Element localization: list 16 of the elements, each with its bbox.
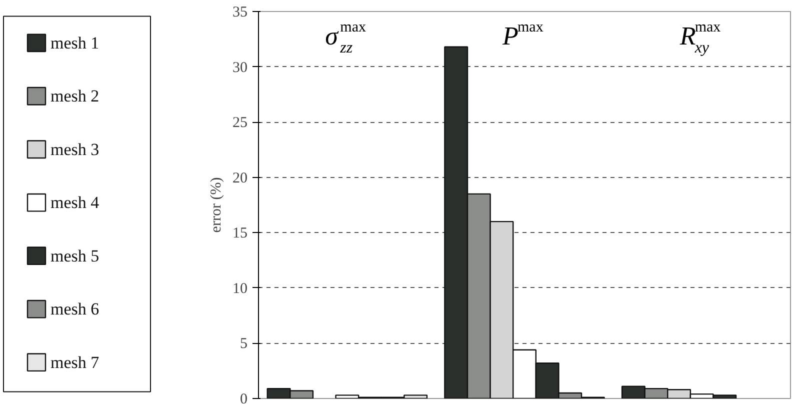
legend-label: mesh 5 [50, 246, 100, 266]
legend-label: mesh 1 [50, 33, 100, 52]
y-tick-label: 30 [232, 60, 248, 76]
y-tick-label: 0 [240, 392, 248, 405]
legend-label: mesh 4 [50, 193, 100, 212]
y-tick-label: 15 [232, 226, 248, 242]
y-tick-label: 5 [240, 336, 248, 352]
y-tick-label: 25 [232, 115, 248, 132]
legend-label: mesh 2 [50, 86, 100, 106]
y-tick-label: 35 [232, 4, 248, 20]
legend-label: mesh 3 [50, 140, 100, 159]
legend-label: mesh 7 [50, 352, 100, 372]
y-tick-label: 10 [232, 280, 248, 297]
legend-label: mesh 6 [50, 300, 100, 319]
y-tick-label: 20 [232, 170, 248, 186]
y-axis-title: error (%) [208, 177, 224, 233]
